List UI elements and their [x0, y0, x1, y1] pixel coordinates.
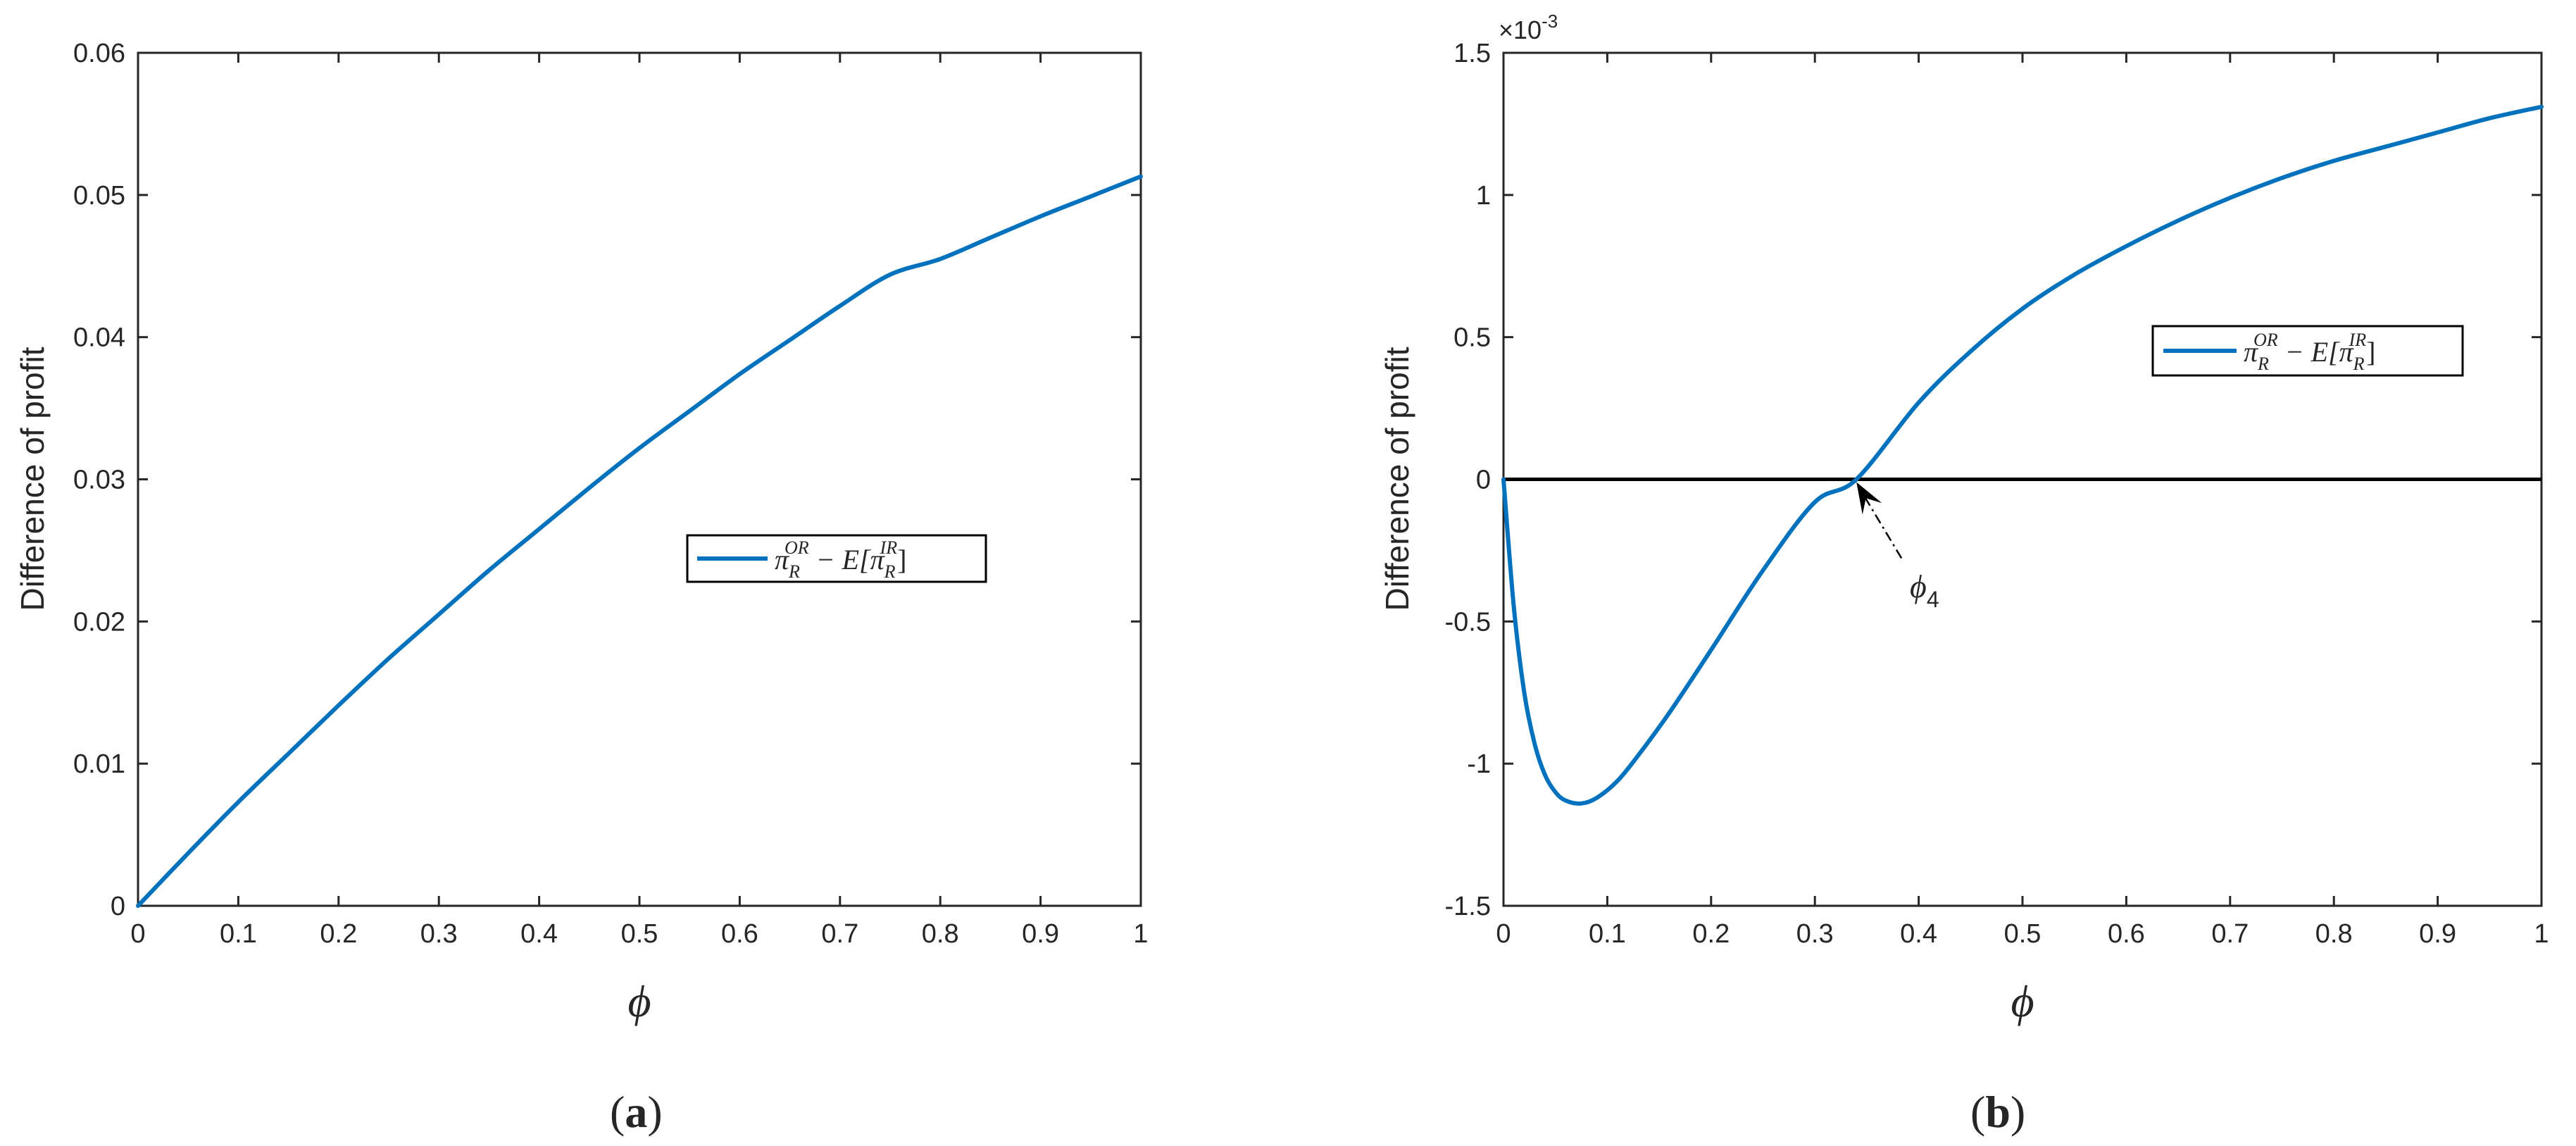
plot-area-a — [137, 51, 1142, 907]
x-tick-label-a: 0.1 — [220, 919, 257, 949]
legend-a: πROR − E[πRIR] — [686, 534, 987, 583]
x-tick-label-b: 0.9 — [2419, 919, 2456, 949]
x-tick-label-b: 1 — [2534, 919, 2549, 949]
x-tick-label-b: 0.5 — [2004, 919, 2042, 949]
y-axis-label-a: Difference of profit — [14, 347, 51, 611]
x-axis-label-a: ϕ — [627, 976, 651, 1026]
series-line-a — [136, 174, 1143, 908]
y-tick-label-a: 0.05 — [73, 181, 125, 211]
y-axis-a: 0 0.01 0.02 0.03 0.04 0.05 0.06 — [73, 39, 1141, 921]
x-tick-label-a: 0.2 — [320, 919, 357, 949]
x-tick-label-b: 0.4 — [1900, 919, 1937, 949]
x-tick-label-b: 0.6 — [2108, 919, 2145, 949]
x-tick-label-a: 1 — [1133, 919, 1148, 949]
annotation-phi4: ϕ4 — [1856, 482, 1939, 612]
legend-b: πROR − E[πRIR] — [2151, 325, 2464, 377]
x-tick-label-b: 0 — [1496, 919, 1511, 949]
x-axis-b: 0 0.1 0.2 0.3 0.4 0.5 0.6 0.7 0.8 0.9 1 — [1496, 53, 2549, 949]
y-tick-label-a: 0.03 — [73, 466, 125, 495]
x-tick-label-a: 0.6 — [721, 919, 758, 949]
x-axis-label-b: ϕ — [2011, 976, 2034, 1026]
panel-label-b: (b) — [1970, 1087, 2025, 1137]
y-tick-label-b: -1 — [1467, 749, 1491, 779]
y-tick-label-a: 0.02 — [73, 607, 125, 637]
y-tick-label-b: -0.5 — [1445, 607, 1491, 637]
y-tick-label-a: 0.01 — [73, 749, 125, 779]
x-tick-label-b: 0.3 — [1796, 919, 1834, 949]
series-line-b — [1501, 104, 2544, 806]
x-tick-label-a: 0.4 — [520, 919, 558, 949]
y-multiplier-b: ×10-3 — [1499, 11, 1558, 44]
series-group-b — [1501, 104, 2544, 806]
legend-label-a: πROR − E[πRIR] — [775, 537, 906, 582]
x-tick-label-a: 0.8 — [922, 919, 959, 949]
x-tick-label-a: 0.9 — [1022, 919, 1059, 949]
legend-label-b: πROR − E[πRIR] — [2244, 330, 2375, 374]
x-tick-label-a: 0.5 — [621, 919, 658, 949]
y-tick-label-b: 1 — [1476, 181, 1491, 211]
x-axis-a: 0 0.1 0.2 0.3 0.4 0.5 0.6 0.7 0.8 0.9 1 — [130, 53, 1149, 949]
y-tick-label-b: 0 — [1476, 466, 1491, 495]
panel-b-chart: 0 0.1 0.2 0.3 0.4 0.5 0.6 0.7 0.8 0.9 1 -1.5 -1 -0.5… — [1379, 11, 2549, 1137]
y-tick-label-a: 0 — [111, 892, 125, 921]
x-tick-label-b: 0.7 — [2211, 919, 2249, 949]
x-tick-label-b: 0.8 — [2315, 919, 2353, 949]
y-tick-label-b: 1.5 — [1453, 39, 1491, 68]
y-tick-label-b: 0.5 — [1453, 323, 1491, 353]
y-tick-label-b: -1.5 — [1445, 892, 1491, 921]
y-tick-label-a: 0.06 — [73, 39, 125, 68]
panel-a-chart: 0 0.1 0.2 0.3 0.4 0.5 0.6 0.7 0.8 0.9 1 00.010.020… — [14, 39, 1149, 1137]
panel-label-a: (a) — [610, 1087, 663, 1137]
series-group-a — [136, 174, 1143, 908]
x-tick-label-a: 0.7 — [821, 919, 858, 949]
y-axis-label-b: Difference of profit — [1379, 347, 1415, 611]
y-tick-label-a: 0.04 — [73, 323, 125, 353]
x-tick-label-a: 0.3 — [420, 919, 458, 949]
y-axis-b: -1.5 -1 -0.5 0 0.5 1 1.5 — [1445, 39, 2541, 921]
x-tick-label-b: 0.2 — [1692, 919, 1730, 949]
x-tick-label-b: 0.1 — [1589, 919, 1626, 949]
x-tick-label-a: 0 — [130, 919, 145, 949]
annotation-label-phi4: ϕ4 — [1910, 568, 1939, 612]
annotation-arrow-line — [1863, 494, 1903, 559]
annotation-arrowhead — [1856, 482, 1882, 515]
